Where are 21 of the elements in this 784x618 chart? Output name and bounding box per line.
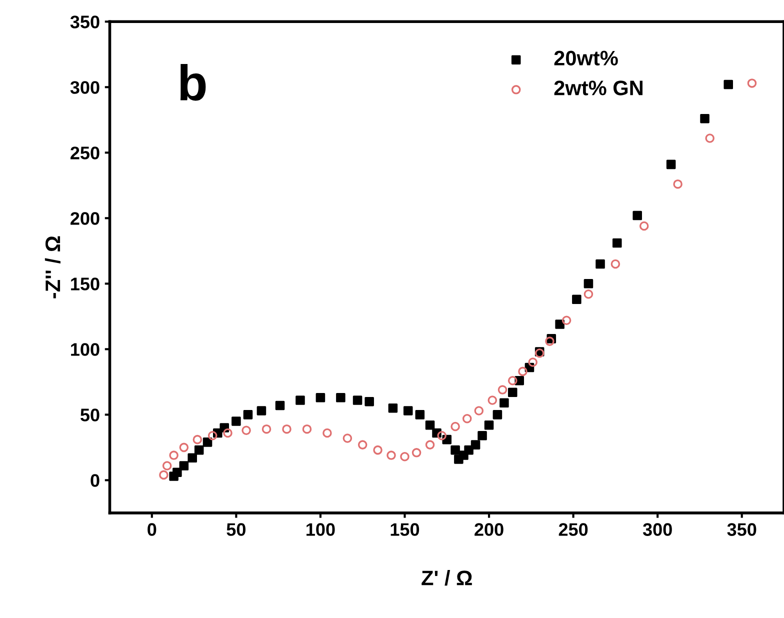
- y-tick-label: 300: [70, 81, 100, 94]
- x-tick-label: 350: [727, 523, 756, 536]
- y-tick-label: 150: [71, 278, 100, 290]
- y-tick-label: 50: [80, 408, 100, 422]
- x-axis-title: Z' / Ω: [422, 570, 472, 586]
- x-tick-label: 0: [148, 523, 156, 536]
- x-tick-label: 100: [306, 523, 335, 536]
- y-tick-label: 100: [71, 343, 100, 356]
- annotation: b: [180, 64, 206, 101]
- y-tick-label: 250: [70, 146, 100, 160]
- x-tick-label: 50: [226, 523, 246, 536]
- y-tick-label: 0: [90, 474, 100, 487]
- x-tick-label: 200: [474, 523, 504, 536]
- y-axis-title: -Z'' / Ω: [44, 236, 60, 298]
- y-tick-label: 200: [70, 212, 100, 225]
- x-tick-label: 150: [390, 523, 420, 536]
- legend-label: 20wt%: [554, 50, 618, 66]
- y-tick-label: 350: [70, 16, 100, 28]
- x-tick-label: 250: [558, 523, 588, 536]
- x-tick-label: 300: [642, 523, 672, 536]
- legend-label: 2wt% GN: [554, 80, 642, 96]
